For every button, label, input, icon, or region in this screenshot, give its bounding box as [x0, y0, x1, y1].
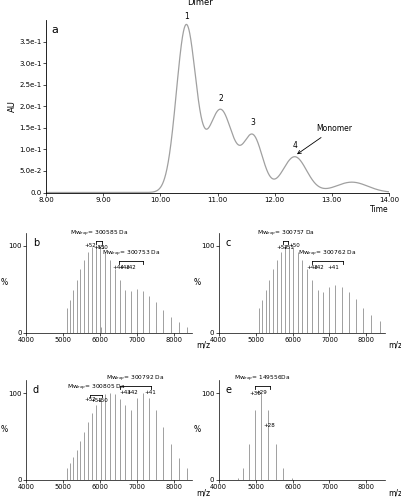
- Text: +41: +41: [144, 390, 156, 394]
- Text: +43: +43: [119, 264, 130, 270]
- Text: c: c: [225, 238, 231, 248]
- Text: Time: Time: [371, 204, 389, 214]
- Text: +52: +52: [84, 243, 96, 248]
- Text: +28: +28: [264, 423, 275, 428]
- Text: +42: +42: [125, 264, 137, 270]
- Text: 3: 3: [251, 118, 255, 127]
- Text: m/z: m/z: [196, 340, 210, 349]
- Y-axis label: AU: AU: [8, 100, 17, 112]
- Text: +50: +50: [96, 398, 108, 404]
- Text: +41: +41: [327, 264, 339, 270]
- Text: m/z: m/z: [196, 488, 210, 497]
- Text: e: e: [225, 385, 231, 395]
- Text: 1: 1: [184, 12, 188, 22]
- Text: +52: +52: [277, 244, 289, 250]
- Text: +51: +51: [282, 244, 294, 250]
- Text: a: a: [51, 25, 58, 35]
- Text: +42: +42: [126, 390, 138, 394]
- Text: +29: +29: [256, 390, 267, 394]
- Y-axis label: %: %: [1, 426, 8, 434]
- Text: 2: 2: [218, 94, 223, 103]
- Y-axis label: %: %: [193, 278, 200, 287]
- Text: +43: +43: [119, 390, 131, 394]
- Text: +52: +52: [84, 396, 96, 402]
- Text: +43: +43: [306, 264, 318, 270]
- Text: +50: +50: [288, 243, 300, 248]
- Text: Mw$_{exp}$= 300757 Da: Mw$_{exp}$= 300757 Da: [257, 230, 314, 239]
- Text: Monomer: Monomer: [298, 124, 352, 154]
- Text: Mw$_{exp}$= 149556Da: Mw$_{exp}$= 149556Da: [234, 374, 290, 384]
- Y-axis label: %: %: [1, 278, 8, 287]
- Text: m/z: m/z: [388, 488, 401, 497]
- Text: Mw$_{exp}$= 300805 Da: Mw$_{exp}$= 300805 Da: [67, 383, 126, 393]
- Text: +42: +42: [312, 264, 324, 270]
- Text: Mw$_{exp}$= 300753 Da: Mw$_{exp}$= 300753 Da: [101, 250, 160, 260]
- Text: +50: +50: [96, 244, 108, 250]
- Text: Dimer: Dimer: [188, 0, 213, 7]
- Text: Mw$_{exp}$= 300792 Da: Mw$_{exp}$= 300792 Da: [106, 374, 164, 384]
- Text: +30: +30: [249, 390, 261, 396]
- Text: 4: 4: [292, 141, 297, 150]
- Text: m/z: m/z: [388, 340, 401, 349]
- Text: d: d: [33, 385, 39, 395]
- Y-axis label: %: %: [193, 426, 200, 434]
- Text: b: b: [33, 238, 39, 248]
- Text: Mw$_{exp}$= 300762 Da: Mw$_{exp}$= 300762 Da: [298, 250, 357, 260]
- Text: +51: +51: [93, 244, 105, 250]
- Text: +44: +44: [113, 264, 124, 270]
- Text: +51: +51: [90, 398, 101, 404]
- Text: Mw$_{exp}$= 300585 Da: Mw$_{exp}$= 300585 Da: [70, 230, 128, 239]
